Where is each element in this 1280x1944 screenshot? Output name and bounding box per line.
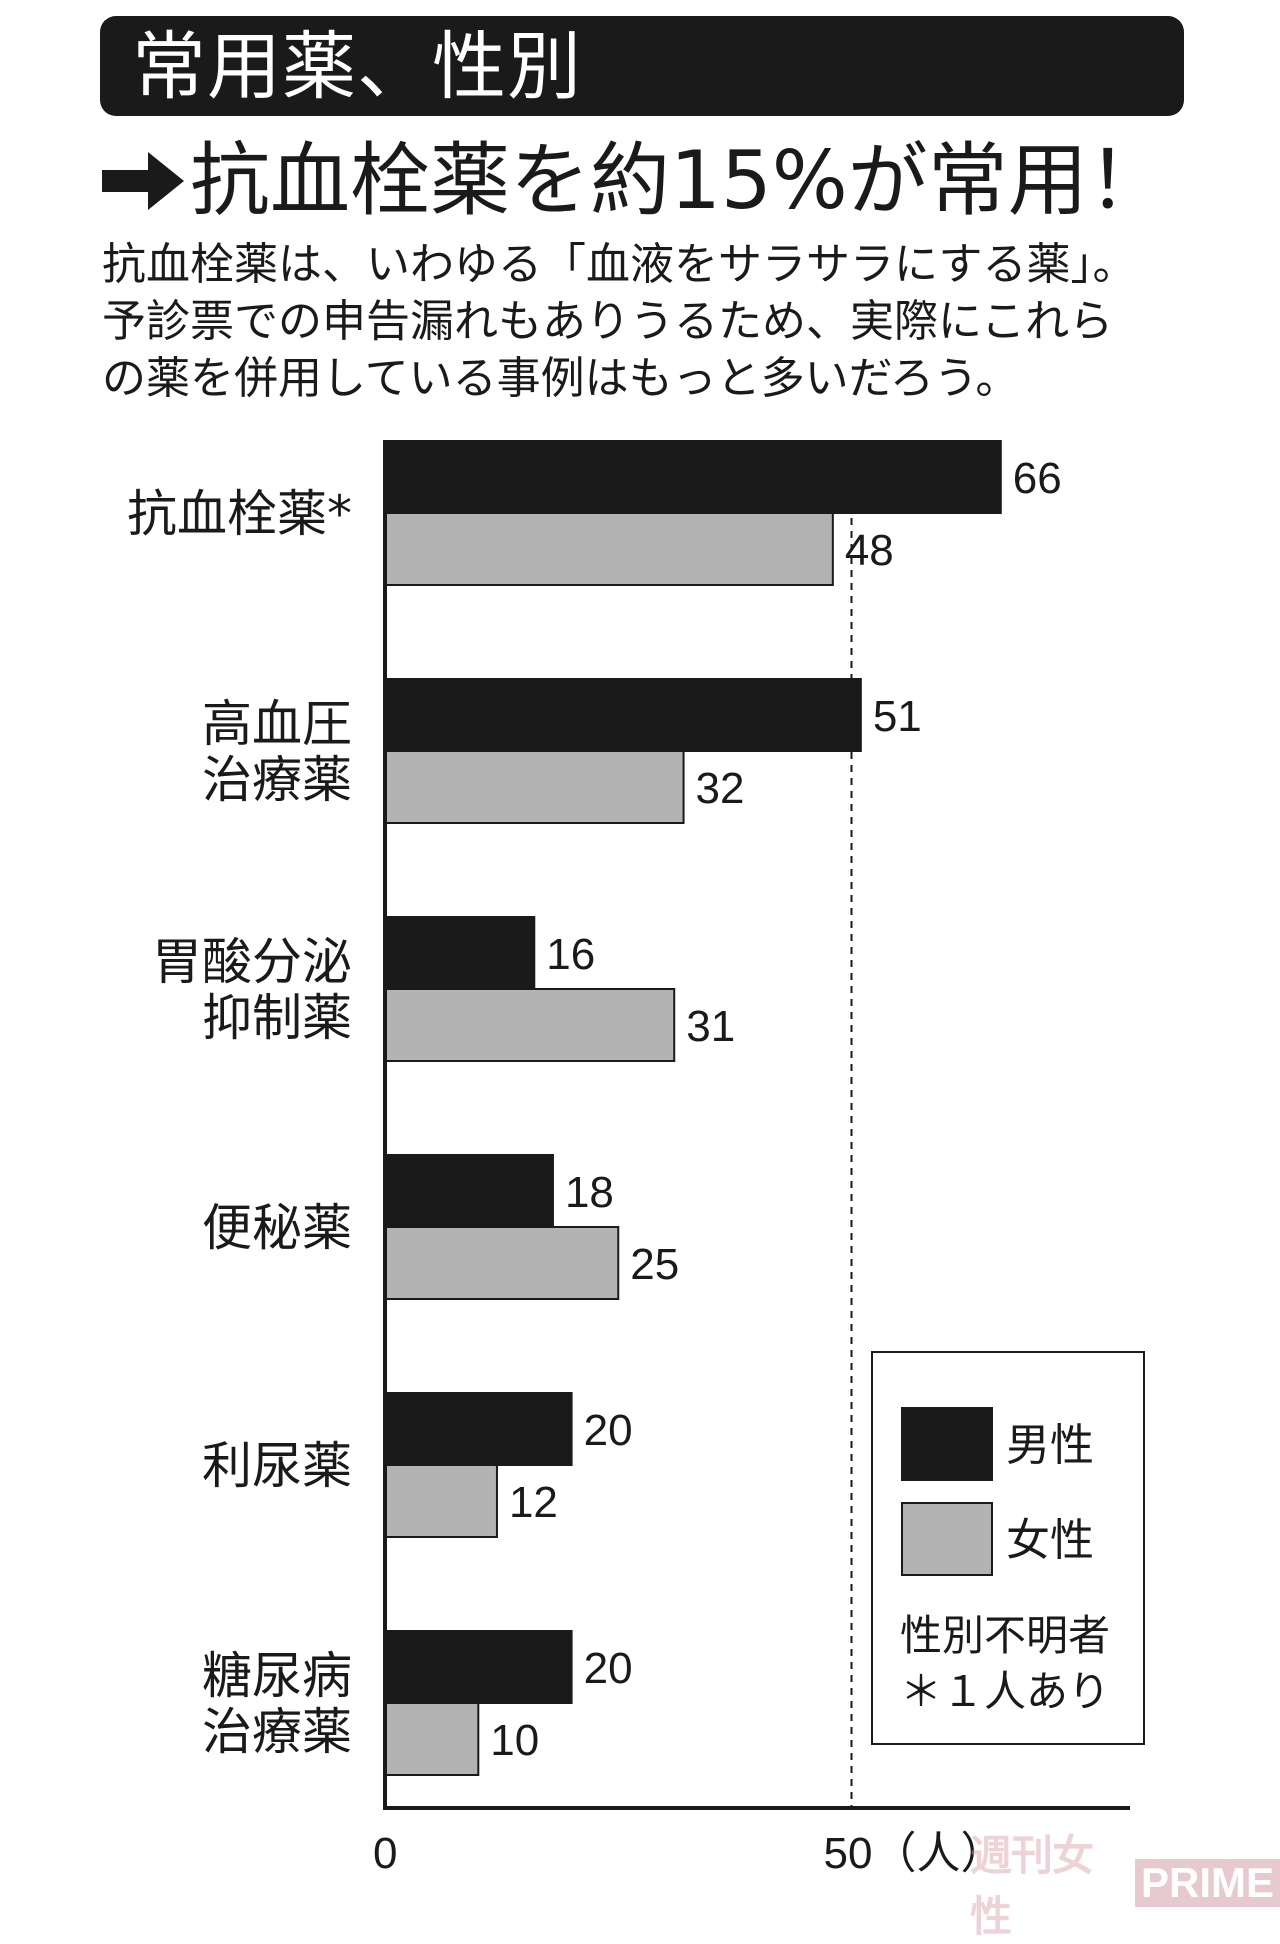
legend-note: ＊１人あり (900, 1667, 1110, 1716)
watermark-en: PRIME (1134, 1859, 1280, 1907)
bar-female (384, 750, 685, 824)
category-label: 抑制薬 (202, 989, 352, 1047)
bar-female (384, 1226, 620, 1300)
data-label: 10 (490, 1716, 539, 1765)
category-label: 抗血栓薬* (127, 485, 352, 543)
legend-swatch-female (901, 1502, 993, 1576)
bar-male (384, 678, 862, 752)
tick-label: 0 (373, 1829, 397, 1878)
headline-row: 抗血栓薬を約15%が常用！ (102, 126, 1168, 236)
bar-male (384, 916, 536, 990)
page-title: 常用薬、性別 (132, 24, 582, 110)
watermark-jp: 週刊女性 (970, 1831, 1094, 1941)
data-label: 51 (873, 692, 922, 741)
bar-female (384, 1702, 480, 1776)
data-label: 31 (686, 1002, 735, 1051)
category-label: 高血圧 (202, 695, 352, 753)
arrow-right-icon (102, 152, 184, 210)
legend-note: 性別不明者 (900, 1611, 1110, 1660)
header-band (100, 16, 1184, 116)
bar-male (384, 1630, 573, 1704)
description-line: 抗血栓薬は、いわゆる「血液をサラサラにする薬」。 (102, 239, 1137, 290)
data-label: 18 (565, 1168, 614, 1217)
category-label: 利尿薬 (202, 1437, 352, 1495)
bar-female (384, 512, 834, 586)
bar-male (384, 1154, 554, 1228)
data-label: 12 (509, 1478, 558, 1527)
legend-swatch-male (901, 1407, 993, 1481)
category-label: 便秘薬 (202, 1199, 352, 1257)
headline: 抗血栓薬を約15%が常用！ (190, 134, 1168, 227)
bar-male (384, 1392, 573, 1466)
description-line: 予診票での申告漏れもありうるため、実際にこれら (102, 296, 1114, 347)
data-label: 48 (845, 526, 894, 575)
data-label: 20 (584, 1406, 633, 1455)
bar-male (384, 440, 1002, 514)
data-label: 16 (546, 930, 595, 979)
data-label: 25 (630, 1240, 679, 1289)
category-label: 胃酸分泌 (152, 933, 352, 991)
watermark-logo: 週刊女性 PRIME (970, 1831, 1280, 1941)
legend-label-female: 女性 (1006, 1515, 1094, 1566)
tick-label: 50（人） (824, 1829, 1005, 1878)
data-label: 20 (584, 1644, 633, 1693)
data-label: 32 (696, 764, 745, 813)
description: 抗血栓薬は、いわゆる「血液をサラサラにする薬」。 予診票での申告漏れもありうるた… (102, 236, 1202, 407)
bar-female (384, 988, 676, 1062)
category-label: 治療薬 (202, 1703, 352, 1761)
description-line: の薬を併用している事例はもっと多いだろう。 (102, 353, 1020, 404)
legend-label-male: 男性 (1006, 1420, 1094, 1471)
bar-female (384, 1464, 498, 1538)
category-label: 治療薬 (202, 751, 352, 809)
category-label: 糖尿病 (202, 1647, 352, 1705)
data-label: 66 (1013, 454, 1062, 503)
